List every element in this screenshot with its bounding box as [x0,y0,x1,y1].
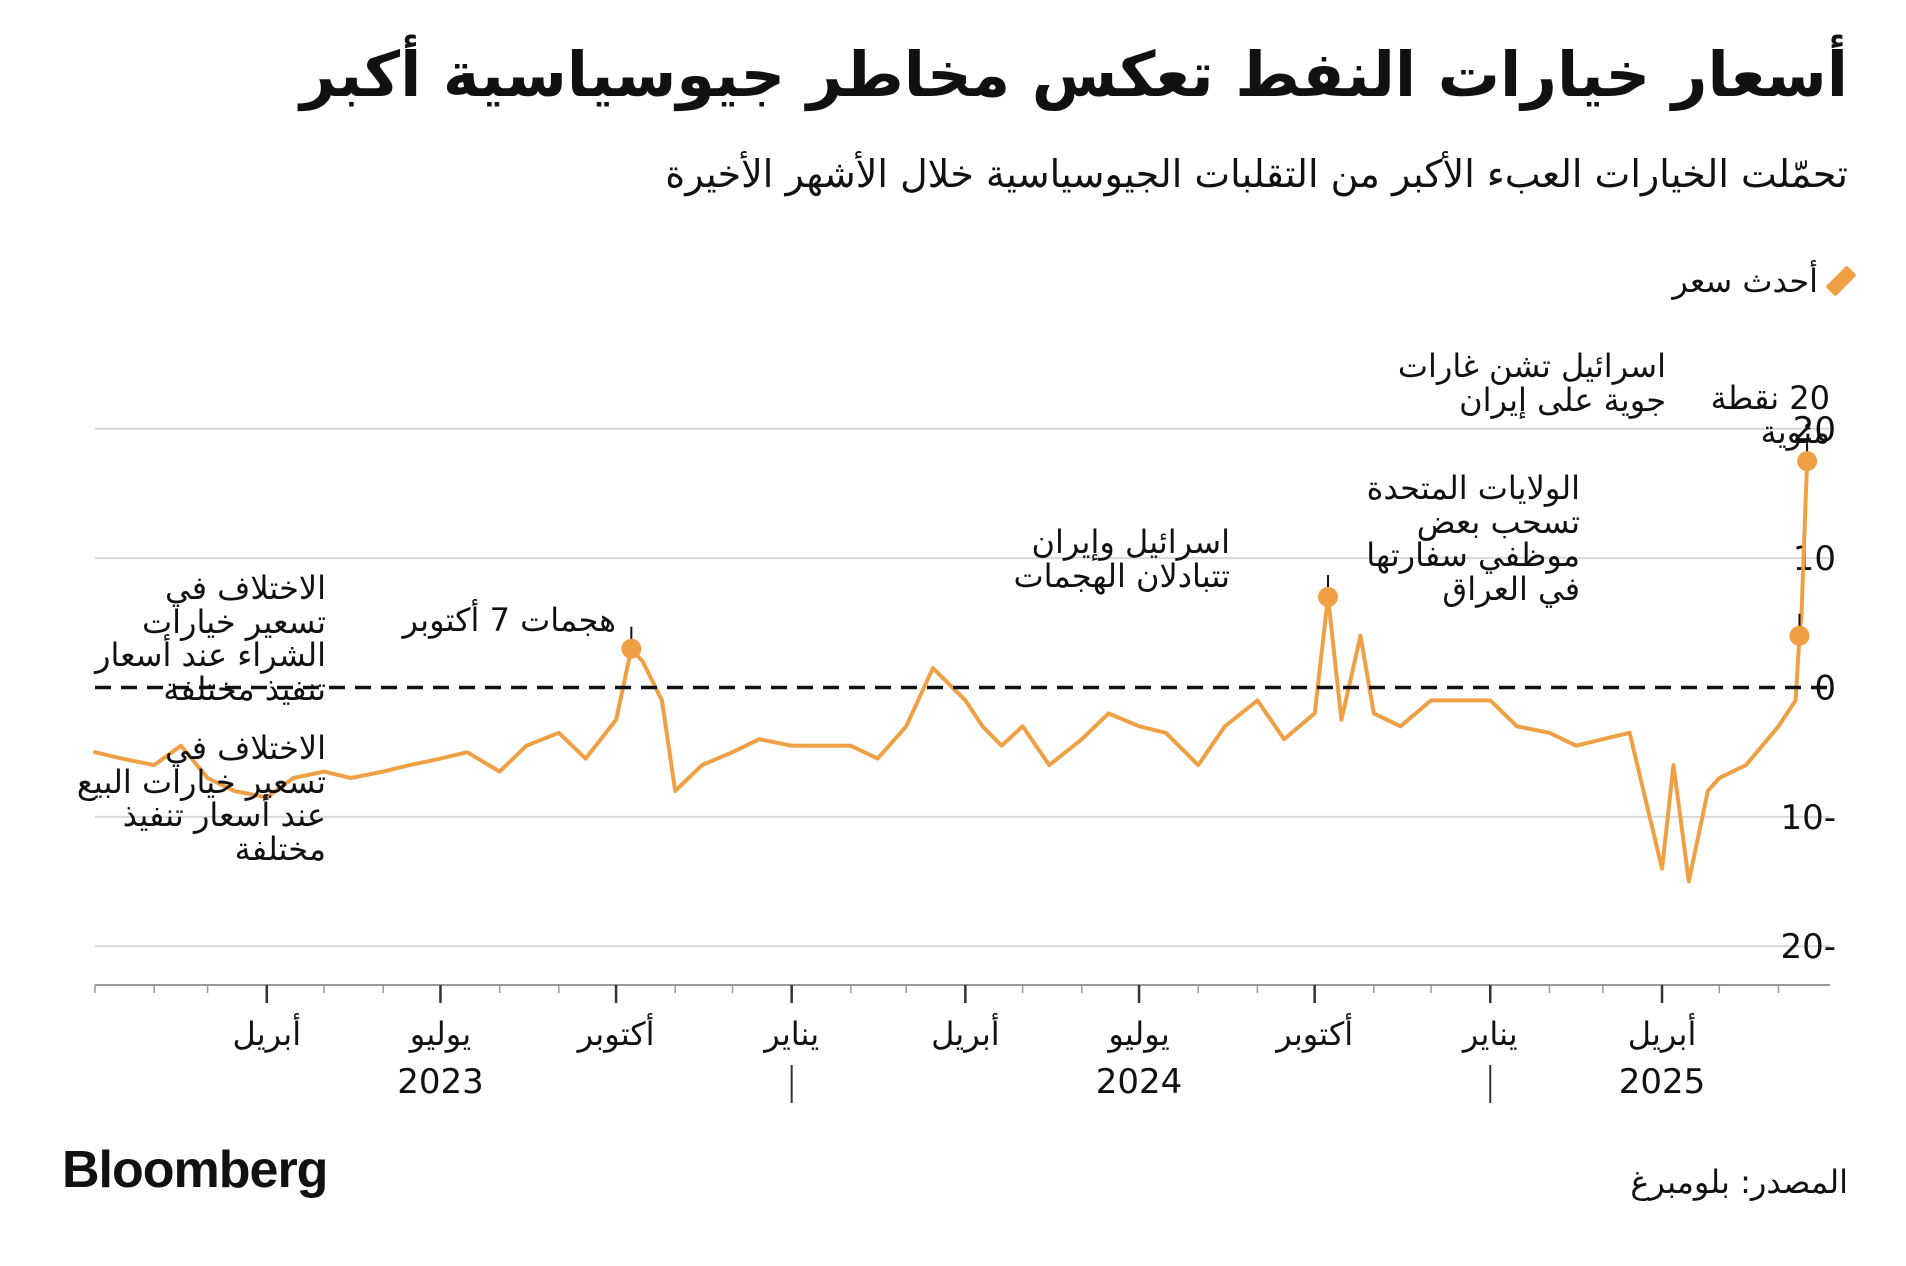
x-tick-label: أبريل [1628,1013,1697,1053]
x-year-label: 2025 [1619,1062,1706,1102]
source-note: المصدر: بلومبرغ [1630,1163,1848,1201]
series-line [93,459,1810,884]
annotation-israel-iran-exchange: اسرائيل وإيران تتبادلان الهجمات [1013,523,1230,595]
annotation-marker [1797,451,1818,472]
y-tick-label: 20- [1780,927,1836,967]
x-year-label: 2024 [1096,1062,1183,1102]
annotation-us-embassy-iraq: الولايات المتحدة تسحب بعض موظفي سفارتها … [1366,469,1580,608]
x-tick-label: يناير [762,1015,819,1053]
chart-title: أسعار خيارات النفط تعكس مخاطر جيوسياسية … [300,38,1848,111]
x-tick-label: أكتوبر [1274,1013,1353,1053]
legend-label: أحدث سعر [1672,262,1818,300]
x-tick-label: يوليو [1106,1015,1169,1053]
y-tick-label: 20 [1793,410,1836,450]
x-tick-label: يناير [1461,1015,1518,1053]
bloomberg-logo: Bloomberg [62,1141,328,1199]
x-tick-label: أبريل [232,1013,301,1053]
x-tick-label: يوليو [408,1015,471,1053]
annotation-marker [1318,586,1339,607]
annotation-marker [1789,625,1810,646]
y-tick-label: 10- [1780,798,1836,838]
x-year-label: 2023 [397,1062,484,1102]
zone-label-puts: الاختلاف في تسعير خيارات البيع عند أسعار… [76,729,326,868]
legend: أحدث سعر [1672,262,1857,300]
zone-label-calls: الاختلاف في تسعير خيارات الشراء عند أسعا… [94,569,326,708]
y-axis-unit-label: 20 نقطة مئوية [1710,379,1830,451]
annotation-israel-strikes-iran: اسرائيل تشن غارات جوية على إيران [1397,347,1666,419]
x-tick-label: أكتوبر [576,1013,655,1053]
annotation-oct7: هجمات 7 أكتوبر [402,601,616,639]
annotation-marker [621,638,642,659]
chart-subtitle: تحمّلت الخيارات العبء الأكبر من التقلبات… [665,152,1848,196]
y-tick-label: 10 [1793,539,1836,579]
x-tick-label: أبريل [931,1013,1000,1053]
